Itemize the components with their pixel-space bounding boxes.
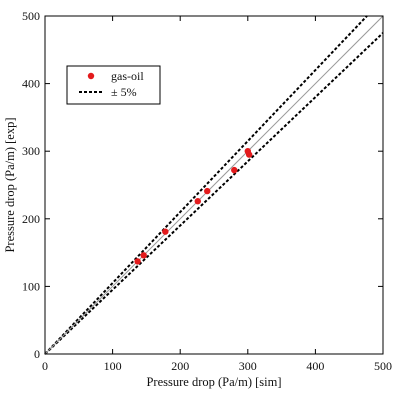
legend-label-gas-oil: gas-oil	[111, 69, 144, 83]
data-point	[162, 228, 169, 235]
legend-label-tolerance: ± 5%	[111, 85, 137, 99]
y-tick-label: 200	[22, 212, 40, 226]
y-axis-title: Pressure drop (Pa/m) [exp]	[3, 117, 17, 252]
y-tick-label: 400	[22, 77, 40, 91]
legend-marker-gas-oil	[87, 72, 95, 80]
tolerance-line-upper	[44, 15, 368, 355]
y-axis-ticks: 0 100 200 300 400 500	[22, 9, 383, 361]
x-tick-label: 100	[104, 359, 122, 373]
data-point	[245, 151, 253, 158]
legend: gas-oil ± 5%	[66, 65, 161, 105]
x-tick-label: 200	[171, 359, 189, 373]
y-tick-label: 0	[34, 347, 40, 361]
series-lines	[44, 15, 384, 355]
series-points	[134, 148, 253, 265]
legend-box	[66, 65, 161, 105]
data-point	[204, 187, 211, 195]
x-axis-title: Pressure drop (Pa/m) [sim]	[146, 375, 281, 389]
data-point	[194, 198, 201, 205]
x-tick-label: 500	[374, 359, 392, 373]
data-point	[140, 252, 147, 259]
y-tick-label: 100	[22, 279, 40, 293]
x-tick-label: 0	[42, 359, 48, 373]
tolerance-line-lower	[44, 32, 384, 355]
data-point	[231, 166, 238, 174]
y-tick-label: 300	[22, 144, 40, 158]
x-tick-label: 400	[306, 359, 324, 373]
x-axis-ticks: 0 100 200 300 400 500	[42, 16, 392, 373]
x-tick-label: 300	[239, 359, 257, 373]
data-point	[134, 258, 141, 265]
reference-line-1-to-1	[44, 15, 384, 355]
y-tick-label: 500	[22, 9, 40, 23]
